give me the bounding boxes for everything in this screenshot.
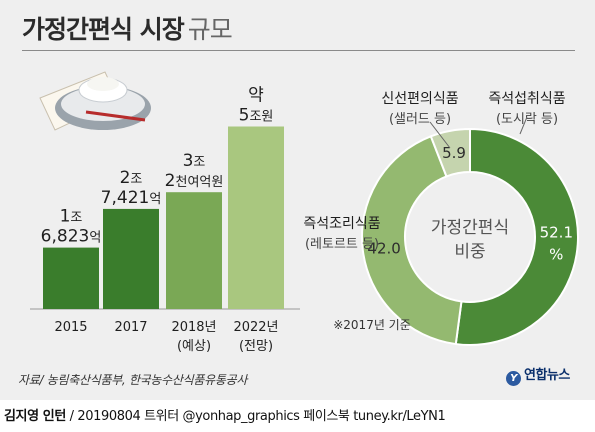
x-tick-note: (전망) bbox=[239, 339, 273, 354]
donut-category-sub: (레토르트 등) bbox=[305, 237, 379, 252]
title: 가정간편식 시장 규모 bbox=[22, 10, 233, 46]
donut-category-sub: (도시락 등) bbox=[496, 112, 558, 127]
rice bbox=[87, 77, 119, 91]
leader-line bbox=[519, 116, 528, 135]
donut-note: ※2017년 기준 bbox=[333, 318, 411, 332]
news-logo: Y 연합뉴스 bbox=[506, 364, 570, 386]
logo-text: 연합뉴스 bbox=[524, 368, 570, 383]
x-tick-label: 2018년 bbox=[171, 320, 216, 335]
bar-value-label: 6,823억 bbox=[41, 227, 102, 247]
chopsticks bbox=[85, 110, 146, 122]
x-tick-note: (예상) bbox=[177, 339, 211, 354]
title-unit: 규모 bbox=[187, 15, 233, 44]
credit-author: 김지영 인턴 bbox=[4, 409, 66, 424]
x-tick-label: 2022년 bbox=[233, 320, 278, 335]
donut-category-name: 신선편의식품 bbox=[381, 91, 458, 107]
bar-2018년 bbox=[166, 192, 222, 309]
donut-category-sub: (샐러드 등) bbox=[389, 112, 451, 127]
rice-bowl-illustration bbox=[39, 71, 151, 131]
bar-2017 bbox=[103, 208, 159, 309]
bar-2022년 bbox=[228, 126, 284, 309]
bar-value-label: 7,421억 bbox=[101, 188, 162, 208]
donut-center-label: 비중 bbox=[454, 242, 485, 262]
x-tick-label: 2017 bbox=[114, 320, 147, 335]
bar-2015 bbox=[43, 247, 99, 309]
donut-category-name: 즉석섭취식품 bbox=[488, 91, 565, 107]
donut-category-name: 즉석조리식품 bbox=[303, 216, 380, 232]
donut-slice-즉석조리식품 bbox=[361, 135, 463, 346]
bar-value-label: 3조 bbox=[183, 151, 206, 171]
bar-value-label: 5조원 bbox=[239, 106, 274, 126]
donut-value-label: 5.9 bbox=[442, 144, 466, 162]
source-note: 자료/ 농림축산식품부, 한국농수산식품유통공사 bbox=[18, 373, 248, 387]
bar-value-label: 1조 bbox=[60, 207, 83, 227]
donut-slice-신선편의식품 bbox=[429, 127, 471, 178]
title-main: 가정간편식 시장 bbox=[22, 15, 185, 44]
bar-value-label: 2조 bbox=[120, 168, 143, 188]
donut-center-label: 가정간편식 bbox=[431, 218, 509, 238]
leader-line bbox=[429, 121, 451, 149]
x-tick-label: 2015 bbox=[54, 320, 87, 335]
bar-value-label: 약 bbox=[248, 86, 264, 106]
credit-details: / 20190804 트위터 @yonhap_graphics 페이스북 tun… bbox=[65, 409, 446, 424]
bar-value-label: 2천여억원 bbox=[165, 171, 224, 191]
credit-line: 김지영 인턴 / 20190804 트위터 @yonhap_graphics 페… bbox=[4, 405, 446, 424]
yonhap-logo-icon: Y bbox=[506, 371, 521, 386]
title-divider bbox=[22, 50, 575, 51]
donut-value-label: % bbox=[549, 246, 563, 264]
donut-slice-즉석섭취식품 bbox=[454, 127, 579, 346]
donut-value-label: 42.0 bbox=[367, 239, 400, 257]
donut-value-label: 52.1 bbox=[540, 224, 573, 242]
